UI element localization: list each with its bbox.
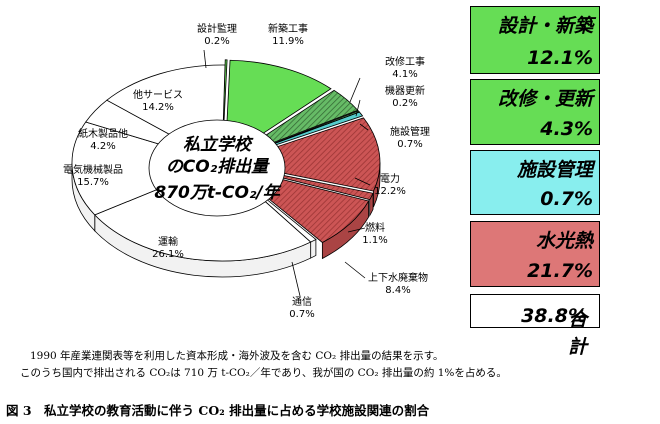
legend-management-name: 施設管理 <box>516 159 593 181</box>
slice-label-新築工事: 新築工事 11.9% <box>268 24 308 47</box>
leader-line-2 <box>355 99 361 117</box>
slice-電気機械製品 <box>71 121 224 216</box>
slice-label-他サービス: 他サービス 14.2% <box>133 90 183 113</box>
legend-design-name: 設計・新築 <box>497 15 593 37</box>
figure-caption: 図 3 私立学校の教育活動に伴う CO₂ 排出量に占める学校施設関連の割合 <box>6 403 430 418</box>
legend-design: 設計・新築 12.1% <box>470 6 600 74</box>
legend-management-value: 0.7% <box>540 188 593 210</box>
legend-renovation-value: 4.3% <box>540 118 593 140</box>
center-label-line1: 私立学校 <box>183 135 251 155</box>
slice-label-紙木製品他: 紙木製品他 4.2% <box>78 129 128 152</box>
slice-label-電気機械製品: 電気機械製品 15.7% <box>63 165 123 188</box>
slice-電力 <box>228 117 381 192</box>
leader-line-5 <box>347 227 366 233</box>
center-label-line3: 870万t-CO₂/年 <box>154 183 280 203</box>
legend-renovation: 改修・更新 4.3% <box>470 79 600 145</box>
slice-label-設計監理: 設計監理 0.2% <box>197 24 237 47</box>
slice-label-通信: 通信 0.7% <box>289 297 315 320</box>
note-line-1: 1990 年産業連関表等を利用した資本形成・海外波及を含む CO₂ 排出量の結果… <box>30 350 444 362</box>
leader-line-6 <box>344 261 366 279</box>
leader-line-7 <box>291 261 301 297</box>
slice-label-機器更新: 機器更新 0.2% <box>385 86 425 109</box>
slice-label-改修工事: 改修工事 4.1% <box>385 57 425 80</box>
slice-side-通信 <box>310 238 317 259</box>
legend-renovation-name: 改修・更新 <box>497 88 593 110</box>
slice-label-電力: 電力 12.2% <box>374 174 406 197</box>
legend-utility-name: 水光熱 <box>535 230 593 252</box>
leader-line-3 <box>359 123 369 131</box>
slice-label-上下水廃棄物: 上下水廃棄物 8.4% <box>368 273 428 296</box>
leader-line-0 <box>203 49 207 69</box>
leader-line-1 <box>349 77 361 103</box>
slice-label-運輸: 運輸 26.1% <box>152 237 184 260</box>
note-line-2: このうち国内で排出される CO₂は 710 万 t-CO₂／年であり、我が国の … <box>20 367 507 379</box>
legend-management: 施設管理 0.7% <box>470 150 600 215</box>
legend-total: 合計 38.8% <box>470 294 600 358</box>
slice-label-燃料: 燃料 1.1% <box>362 223 388 246</box>
legend-utility: 水光熱 21.7% <box>470 221 600 287</box>
legend-design-value: 12.1% <box>527 47 593 69</box>
center-ellipse <box>148 119 286 217</box>
slice-label-施設管理: 施設管理 0.7% <box>390 127 430 150</box>
center-label-line2: のCO₂排出量 <box>165 157 269 177</box>
legend-utility-value: 21.7% <box>527 260 593 282</box>
leader-line-4 <box>354 177 371 186</box>
